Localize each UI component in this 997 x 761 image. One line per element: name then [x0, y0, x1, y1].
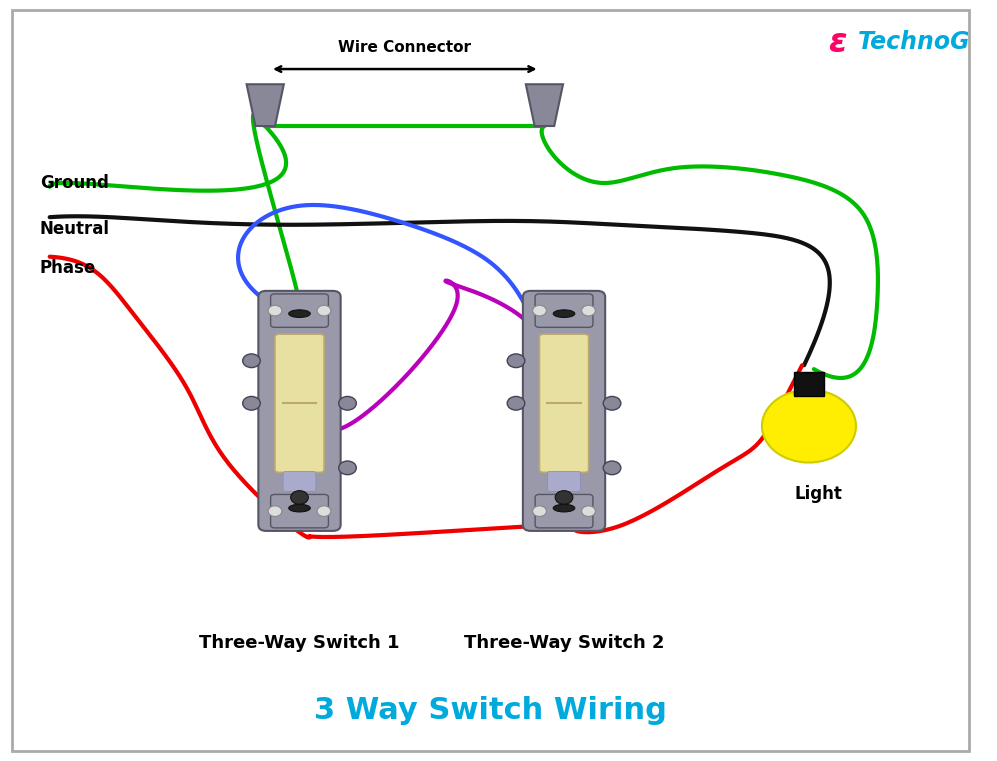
- Circle shape: [339, 396, 356, 410]
- Circle shape: [339, 461, 356, 475]
- Text: 3 Way Switch Wiring: 3 Way Switch Wiring: [314, 696, 667, 725]
- Text: Three-Way Switch 1: Three-Way Switch 1: [199, 634, 400, 651]
- Circle shape: [268, 506, 282, 517]
- FancyBboxPatch shape: [270, 294, 328, 327]
- Circle shape: [242, 354, 260, 368]
- Circle shape: [317, 305, 331, 316]
- Circle shape: [555, 491, 573, 505]
- Circle shape: [603, 396, 621, 410]
- Circle shape: [507, 396, 524, 410]
- FancyBboxPatch shape: [795, 372, 824, 396]
- Circle shape: [268, 305, 282, 316]
- FancyBboxPatch shape: [547, 472, 580, 492]
- Polygon shape: [794, 393, 825, 396]
- Ellipse shape: [289, 505, 310, 512]
- Ellipse shape: [289, 310, 310, 317]
- FancyBboxPatch shape: [275, 334, 324, 473]
- Circle shape: [762, 390, 856, 463]
- Ellipse shape: [553, 310, 575, 317]
- Circle shape: [242, 396, 260, 410]
- FancyBboxPatch shape: [270, 495, 328, 528]
- Polygon shape: [246, 84, 284, 126]
- Circle shape: [291, 491, 308, 505]
- Ellipse shape: [553, 505, 575, 512]
- Circle shape: [532, 305, 546, 316]
- Circle shape: [581, 305, 595, 316]
- Text: Phase: Phase: [40, 259, 96, 277]
- FancyBboxPatch shape: [535, 294, 593, 327]
- Text: Three-Way Switch 2: Three-Way Switch 2: [464, 634, 664, 651]
- FancyBboxPatch shape: [535, 495, 593, 528]
- Text: Wire Connector: Wire Connector: [338, 40, 472, 56]
- Circle shape: [507, 354, 524, 368]
- Text: ε: ε: [829, 26, 847, 59]
- FancyBboxPatch shape: [522, 291, 605, 531]
- Polygon shape: [525, 84, 563, 126]
- FancyBboxPatch shape: [258, 291, 341, 531]
- FancyBboxPatch shape: [539, 334, 588, 473]
- Text: Neutral: Neutral: [40, 220, 110, 237]
- Circle shape: [532, 506, 546, 517]
- Circle shape: [317, 506, 331, 517]
- Text: Light: Light: [795, 486, 842, 504]
- Text: Ground: Ground: [40, 174, 109, 192]
- FancyBboxPatch shape: [283, 472, 316, 492]
- Circle shape: [581, 506, 595, 517]
- Text: TechnoG: TechnoG: [858, 30, 970, 55]
- Circle shape: [603, 461, 621, 475]
